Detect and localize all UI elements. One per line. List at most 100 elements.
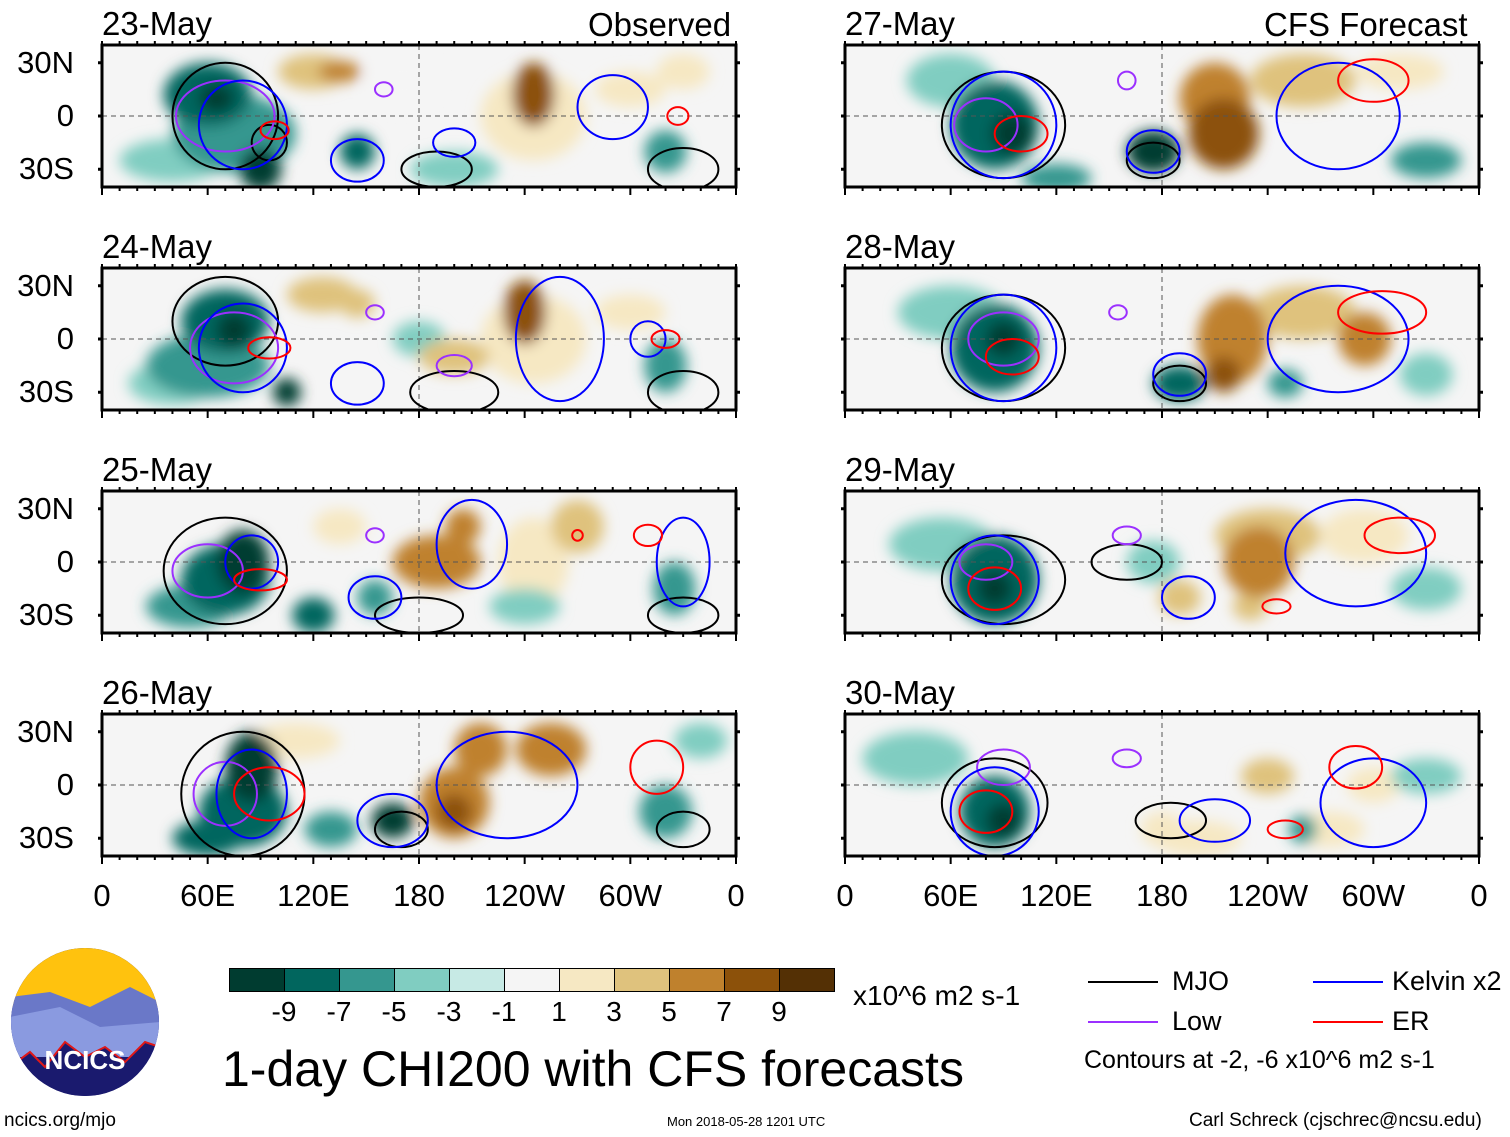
anomaly-blob <box>1206 356 1242 393</box>
er-contour <box>632 523 664 548</box>
mjo-contour <box>940 757 1049 849</box>
anomaly-blob <box>454 722 508 777</box>
anomaly-blob <box>1126 130 1180 173</box>
anomaly-blob <box>304 811 358 848</box>
anomaly-blob <box>1399 353 1453 396</box>
anomaly-blob <box>1232 592 1268 621</box>
anomaly-blob <box>1241 758 1295 794</box>
legend-kelvin-line <box>1313 981 1383 983</box>
kelvin-contour <box>1275 61 1401 171</box>
low-contour <box>967 311 1040 367</box>
kelvin-contour <box>356 792 429 849</box>
er-contour <box>233 766 306 822</box>
contour-note: Contours at -2, -6 x10^6 m2 s-1 <box>1084 1046 1435 1074</box>
colorbar-swatch <box>614 968 670 992</box>
anomaly-blob <box>653 562 696 616</box>
colorbar-swatch <box>504 968 560 992</box>
anomaly-blob <box>656 53 710 90</box>
anomaly-blob <box>1338 312 1391 366</box>
kelvin-contour <box>655 516 711 608</box>
colorbar-label: 7 <box>716 996 732 1027</box>
low-contour <box>953 97 1019 153</box>
kelvin-contour <box>1319 757 1428 849</box>
colorbar-swatch <box>339 968 395 992</box>
kelvin-contour <box>1266 284 1410 394</box>
anomaly-blob <box>216 312 252 348</box>
anomaly-blob <box>498 517 569 607</box>
legend-low: Low <box>1172 1006 1222 1036</box>
lat-label: 30S <box>18 820 74 856</box>
colorbar-label: -1 <box>491 996 517 1027</box>
kelvin-contour <box>949 70 1058 180</box>
er-contour <box>1337 290 1428 335</box>
er-contour <box>1261 598 1292 615</box>
colorbar-swatch <box>669 968 725 992</box>
kelvin-contour <box>949 534 1040 626</box>
anomaly-blob <box>286 276 358 313</box>
lon-label: 60W <box>598 878 663 913</box>
anomaly-blob <box>313 508 367 545</box>
low-contour <box>174 79 276 153</box>
anomaly-blob <box>339 289 375 318</box>
footer-author: Carl Schreck (cjschrec@ncsu.edu) <box>1189 1110 1482 1131</box>
lon-label: 0 <box>727 878 745 913</box>
colorbar-label: -7 <box>326 996 352 1027</box>
anomaly-blob <box>1346 767 1400 803</box>
er-contour <box>967 566 1023 611</box>
anomaly-blob <box>639 785 692 839</box>
lat-label: 30S <box>18 151 74 187</box>
mjo-contour <box>162 516 288 626</box>
anomaly-blob <box>1250 285 1356 339</box>
mjo-contour <box>646 369 720 410</box>
map-panel-23-May <box>98 41 740 195</box>
colorbar-swatch <box>449 968 505 992</box>
er-contour <box>1266 819 1304 840</box>
anomaly-blob <box>1355 53 1444 90</box>
anomaly-blob <box>1390 758 1462 794</box>
kelvin-contour <box>1125 129 1181 174</box>
anomaly-blob <box>489 588 560 625</box>
figure-title: 1-day CHI200 with CFS forecasts <box>222 1041 964 1097</box>
colorbar-label: -9 <box>271 996 297 1027</box>
kelvin-contour <box>224 534 280 590</box>
legend-mjo-line <box>1088 981 1158 983</box>
legend-kelvin: Kelvin x2 <box>1392 966 1502 996</box>
lon-label: 120E <box>277 878 350 913</box>
mjo-contour <box>409 369 500 410</box>
kelvin-contour <box>432 127 477 158</box>
kelvin-contour <box>1161 575 1216 620</box>
lon-label: 0 <box>836 878 854 913</box>
anomaly-blob <box>366 53 437 108</box>
colorbar-label: 3 <box>606 996 622 1027</box>
panel-date: 30-May <box>845 674 956 711</box>
mjo-contour <box>646 146 720 187</box>
er-contour <box>1363 516 1436 555</box>
low-contour <box>365 527 385 544</box>
anomaly-blob <box>512 62 555 127</box>
kelvin-contour <box>629 320 667 358</box>
map-panel-30-May <box>841 710 1483 864</box>
er-contour <box>259 120 290 141</box>
er-contour <box>650 329 681 349</box>
anomaly-blob <box>595 71 666 108</box>
colorbar-label: -3 <box>436 996 462 1027</box>
footer-url[interactable]: ncics.org/mjo <box>4 1110 116 1131</box>
er-contour <box>247 336 292 360</box>
colorbar-swatch <box>724 968 780 992</box>
map-panel-27-May <box>841 41 1483 195</box>
legend-er: ER <box>1392 1006 1430 1036</box>
anomaly-blob <box>515 722 587 777</box>
low-contour <box>189 311 280 385</box>
colorbar-label: 5 <box>661 996 677 1027</box>
low-contour <box>1111 525 1142 546</box>
map-panel-29-May <box>841 487 1483 641</box>
panel-date: 24-May <box>102 228 213 265</box>
low-contour <box>976 748 1031 786</box>
anomaly-blob <box>1223 526 1295 598</box>
kelvin-contour <box>215 748 288 840</box>
map-panel-26-May <box>98 710 740 864</box>
anomaly-blob <box>445 508 481 545</box>
anomaly-blob <box>1390 567 1462 610</box>
panel-date: 28-May <box>845 228 956 265</box>
